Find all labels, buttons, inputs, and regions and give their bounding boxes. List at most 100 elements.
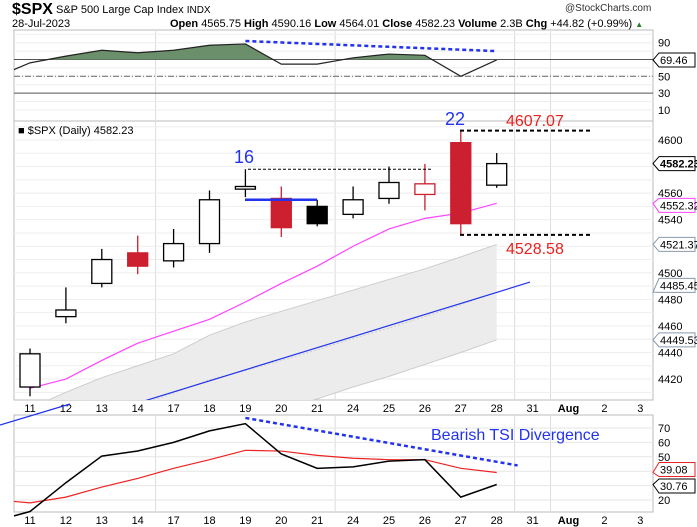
date-label: 18 [203, 403, 215, 415]
tsi-value-label-box [652, 478, 696, 494]
date-label: 13 [96, 515, 108, 527]
rsi-value-label-box [652, 52, 696, 68]
chg-label: Chg [525, 18, 548, 30]
chart-date: 28-Jul-2023 [12, 18, 71, 30]
date-label: 31 [526, 403, 538, 415]
date-label: 17 [167, 403, 179, 415]
ohlc-summary: Open 4565.75 High 4590.16 Low 4564.01 Cl… [170, 18, 643, 30]
trendline-label: 4485.45 [660, 280, 697, 292]
price-tick: 4460 [658, 321, 682, 333]
bollinger-lower [311, 339, 497, 400]
ma-value-label: 4552.32 [660, 200, 697, 212]
annotation-16: 16 [234, 147, 254, 167]
date-label: 17 [167, 515, 179, 527]
candle-body [234, 185, 257, 190]
copyright[interactable]: @StockCharts.com [565, 3, 652, 14]
close-price-label-box [652, 156, 696, 172]
price-tick: 4480 [658, 294, 682, 306]
blue-trendline-extension [0, 403, 71, 426]
date-label: 31 [526, 515, 538, 527]
up-triangle-icon: ▲ [635, 20, 644, 29]
tsi-value-label: 30.76 [660, 481, 688, 493]
tsi-tick: 50 [658, 452, 670, 464]
upper-band-label-box [652, 236, 696, 252]
ma-value-label-box [652, 197, 696, 213]
open-label: Open [170, 18, 199, 30]
price-tick: 4540 [658, 215, 682, 227]
date-label: Aug [558, 403, 579, 415]
bollinger-band-fill [48, 244, 497, 400]
bollinger-upper [47, 243, 497, 400]
date-label: 28 [491, 403, 503, 415]
candle-body [55, 309, 77, 318]
candle-body [306, 205, 328, 225]
close-price-label: 4582.23 [660, 159, 697, 171]
trendline-label-box [652, 277, 696, 293]
rsi-overbought-fill [14, 43, 497, 60]
lower-band-label-box [652, 332, 696, 348]
low-label: Low [314, 18, 337, 30]
symbol: $SPX [12, 1, 53, 18]
price-plot [19, 130, 531, 400]
date-label: 27 [455, 403, 467, 415]
rsi-line [13, 43, 497, 77]
date-label: 11 [24, 515, 35, 527]
volume-label: Volume [458, 18, 498, 30]
panel-frame [13, 29, 654, 122]
date-label: 19 [239, 515, 251, 527]
high-value: 4590.16 [271, 18, 312, 30]
date-label: 14 [132, 403, 144, 415]
candle-body [127, 252, 149, 267]
price-tick: 4560 [658, 188, 682, 200]
rsi-tick: 30 [658, 88, 670, 100]
candle-body [91, 258, 113, 285]
high-value-annotation: 4607.07 [506, 113, 564, 130]
date-label: 13 [96, 403, 108, 415]
date-label: Aug [558, 515, 579, 527]
candle-body [342, 199, 364, 216]
date-label: 27 [455, 515, 467, 527]
tsi-signal-line [13, 449, 497, 504]
rsi-value-label: 69.46 [660, 55, 688, 67]
tsi-tick: 60 [658, 437, 670, 449]
date-label: 21 [311, 515, 323, 527]
price-legend: ■ $SPX (Daily) 4582.23 [18, 125, 133, 137]
date-label: 20 [275, 515, 287, 527]
date-label: 2 [601, 403, 607, 415]
candle-body [198, 199, 221, 245]
moving-average-line [29, 202, 497, 389]
candle-body [450, 142, 472, 225]
close-label: Close [382, 18, 413, 30]
price-tick: 4440 [658, 347, 682, 359]
date-label: 3 [637, 515, 643, 527]
candle-body [486, 162, 508, 186]
rsi-tick: 90 [658, 38, 670, 50]
tsi-signal-label: 39.08 [660, 465, 688, 477]
close-value: 4582.23 [415, 18, 456, 30]
date-label: 12 [60, 515, 72, 527]
date-label: 19 [239, 403, 251, 415]
open-value: 4565.75 [201, 18, 241, 30]
tsi-line [13, 422, 497, 517]
candle-body [162, 242, 185, 262]
date-label: 28 [491, 515, 503, 527]
upper-band-label: 4521.37 [660, 239, 697, 251]
date-label: 21 [311, 403, 323, 415]
candle-body [270, 197, 292, 229]
bollinger-middle [152, 291, 497, 400]
date-label: 24 [347, 403, 359, 415]
date-label: 26 [419, 403, 431, 415]
rsi-tick: 10 [658, 105, 670, 117]
chg-value: +44.82 (+0.99%) [550, 18, 633, 30]
rsi-tick: 50 [658, 71, 670, 83]
date-label: 2 [601, 515, 607, 527]
date-label: 25 [383, 403, 395, 415]
price-tick: 4420 [658, 374, 682, 386]
low-value: 4564.01 [339, 18, 380, 30]
lower-band-label: 4449.53 [660, 335, 697, 347]
index-name: S&P 500 Large Cap Index [56, 4, 184, 16]
exchange: INDX [186, 5, 211, 16]
panel-frame [13, 414, 654, 513]
